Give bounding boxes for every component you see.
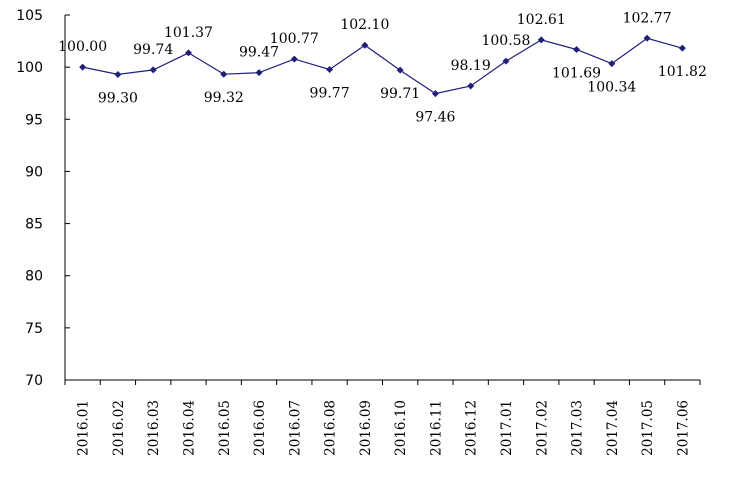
data-label: 97.46 <box>415 110 455 126</box>
series-layer <box>79 34 686 98</box>
data-label: 101.82 <box>658 64 707 80</box>
y-tick-label: 90 <box>25 164 43 180</box>
data-label: 99.71 <box>380 86 420 102</box>
x-tick-label: 2016.05 <box>217 400 233 456</box>
data-point <box>573 46 581 54</box>
data-point <box>184 49 192 57</box>
data-point <box>220 70 228 78</box>
x-tick-label: 2016.11 <box>428 400 444 456</box>
x-tick-label: 2016.01 <box>76 400 92 456</box>
y-axis: 70 75 80 85 90 95 100 105 <box>16 8 70 389</box>
data-point <box>114 70 122 78</box>
data-point <box>431 90 439 98</box>
data-label: 102.10 <box>340 17 389 33</box>
x-tick-label: 2017.06 <box>675 400 691 456</box>
x-tick-label: 2017.01 <box>499 400 515 456</box>
x-tick-label: 2016.02 <box>111 400 127 456</box>
data-label: 100.58 <box>481 33 530 49</box>
data-label: 99.32 <box>204 90 244 106</box>
x-tick-label: 2016.12 <box>464 400 480 456</box>
data-label: 100.77 <box>270 31 319 47</box>
x-tick-label: 2016.07 <box>287 400 303 456</box>
x-tick-label: 2016.03 <box>146 400 162 456</box>
data-label: 98.19 <box>451 58 491 74</box>
data-point <box>255 69 263 77</box>
data-label: 99.30 <box>98 90 138 106</box>
y-tick-label: 75 <box>25 321 43 337</box>
y-tick-label: 70 <box>25 373 43 389</box>
data-label: 99.77 <box>310 86 350 102</box>
y-tick-label: 80 <box>25 269 43 285</box>
data-point <box>502 57 510 65</box>
data-point <box>361 41 369 49</box>
y-tick-label: 100 <box>16 60 43 76</box>
x-axis: 2016.01 2016.02 2016.03 2016.04 2016.05 2016.… <box>64 379 701 456</box>
data-label: 99.47 <box>239 45 279 61</box>
data-point <box>537 36 545 44</box>
data-label: 99.74 <box>133 42 173 58</box>
y-tick-label: 95 <box>25 112 43 128</box>
x-tick-label: 2016.09 <box>358 400 374 456</box>
data-point <box>678 44 686 52</box>
x-tick-label: 2016.08 <box>323 400 339 456</box>
x-tick-label: 2017.05 <box>640 400 656 456</box>
data-point <box>643 34 651 42</box>
y-tick-label: 105 <box>16 8 43 24</box>
x-tick-label: 2016.10 <box>393 400 409 456</box>
x-tick-label: 2016.04 <box>181 400 197 456</box>
data-point <box>396 66 404 74</box>
data-label: 101.69 <box>552 66 601 82</box>
data-label: 101.37 <box>164 25 213 41</box>
data-point <box>149 66 157 74</box>
data-point <box>608 60 616 68</box>
data-point <box>326 66 334 74</box>
x-tick-label: 2017.02 <box>534 400 550 456</box>
x-tick-label: 2017.03 <box>570 400 586 456</box>
data-point <box>290 55 298 63</box>
data-point <box>79 63 87 71</box>
data-point <box>467 82 475 90</box>
data-label: 102.77 <box>623 10 672 26</box>
data-label: 100.00 <box>58 39 107 55</box>
data-label: 100.34 <box>587 80 636 96</box>
data-label: 102.61 <box>517 12 566 28</box>
x-tick-label: 2017.04 <box>605 400 621 456</box>
series-line <box>82 37 683 95</box>
y-tick-label: 85 <box>25 217 43 233</box>
x-tick-label: 2016.06 <box>252 400 268 456</box>
